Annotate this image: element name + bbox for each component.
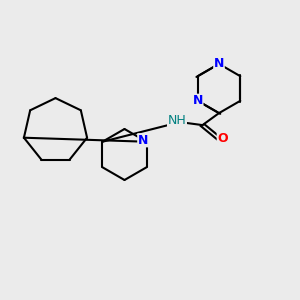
Text: O: O [217, 132, 228, 145]
Text: N: N [138, 134, 148, 147]
Text: N: N [193, 94, 203, 107]
Text: NH: NH [168, 114, 186, 127]
Text: N: N [214, 57, 224, 70]
